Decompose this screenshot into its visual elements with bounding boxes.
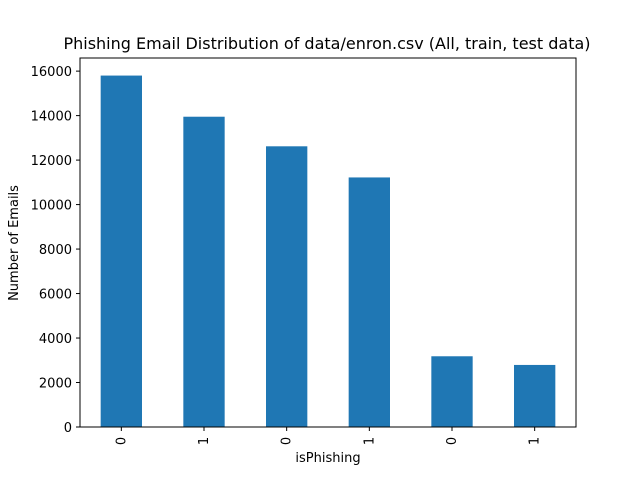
bar-0 xyxy=(100,75,142,428)
x-tick-label-4: 0 xyxy=(445,437,460,445)
y-tick-label-5: 10000 xyxy=(31,199,72,214)
y-tick-label-8: 16000 xyxy=(31,65,72,80)
x-tick-label-0: 0 xyxy=(114,437,129,445)
y-tick-label-1: 2000 xyxy=(39,377,72,392)
y-tick-label-3: 6000 xyxy=(39,288,72,303)
bar-2 xyxy=(266,146,308,427)
x-axis-ticks: 0 1 0 1 0 1 xyxy=(114,427,543,445)
bar-3 xyxy=(348,177,390,427)
bar-4 xyxy=(431,356,473,427)
y-axis-label: Number of Emails xyxy=(7,185,22,301)
bars-group xyxy=(100,75,556,428)
y-tick-label-0: 0 xyxy=(64,421,72,436)
plot-frame xyxy=(79,57,577,428)
y-tick-label-7: 14000 xyxy=(31,110,72,125)
bar-1 xyxy=(183,116,225,427)
x-tick-label-3: 1 xyxy=(362,437,377,445)
x-tick-label-5: 1 xyxy=(528,437,543,445)
x-axis-label: isPhishing xyxy=(295,451,360,466)
y-tick-label-6: 12000 xyxy=(31,154,72,169)
y-axis-ticks: 0 2000 4000 6000 8000 10000 12000 14000 16000 xyxy=(31,65,80,436)
bar-5 xyxy=(514,364,556,427)
y-tick-label-4: 8000 xyxy=(39,243,72,258)
x-tick-label-1: 1 xyxy=(197,437,212,445)
chart-title: Phishing Email Distribution of data/enro… xyxy=(63,34,590,53)
x-tick-label-2: 0 xyxy=(280,437,295,445)
y-tick-label-2: 4000 xyxy=(39,332,72,347)
